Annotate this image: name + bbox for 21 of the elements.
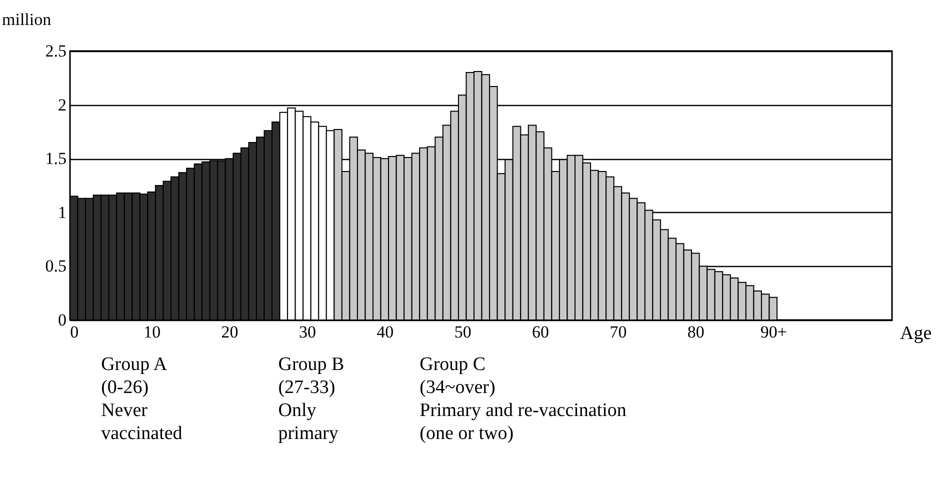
y-tick-label: 1.5 xyxy=(45,149,66,168)
x-tick-label: 60 xyxy=(532,322,550,342)
x-tick-label: 20 xyxy=(221,322,238,342)
x-tick-label: 90+ xyxy=(760,322,787,342)
x-axis-title: Age xyxy=(900,323,932,344)
y-tick-label: 2 xyxy=(58,95,66,114)
x-tick-label: 80 xyxy=(687,322,704,342)
y-tick-label: 1 xyxy=(58,202,66,222)
y-tick-label: 0 xyxy=(58,310,66,330)
y-axis-title: million xyxy=(2,10,52,29)
x-tick-label: 70 xyxy=(610,322,627,342)
text: Group C (34~over) Primary and re-vaccination (one or two) xyxy=(420,354,627,444)
x-tick-label: 30 xyxy=(298,322,316,342)
text: Group B (27-33) Only primary xyxy=(278,354,344,444)
x-tick-label: 40 xyxy=(376,322,394,342)
y-tick-label: 0.5 xyxy=(45,256,66,276)
x-tick-label: 50 xyxy=(454,322,472,342)
y-tick-label: 2.5 xyxy=(45,42,66,60)
x-tick-label: 0 xyxy=(70,322,79,342)
text: Group A (0-26) Never vaccinated xyxy=(101,354,183,444)
x-tick-label: 10 xyxy=(144,322,161,342)
